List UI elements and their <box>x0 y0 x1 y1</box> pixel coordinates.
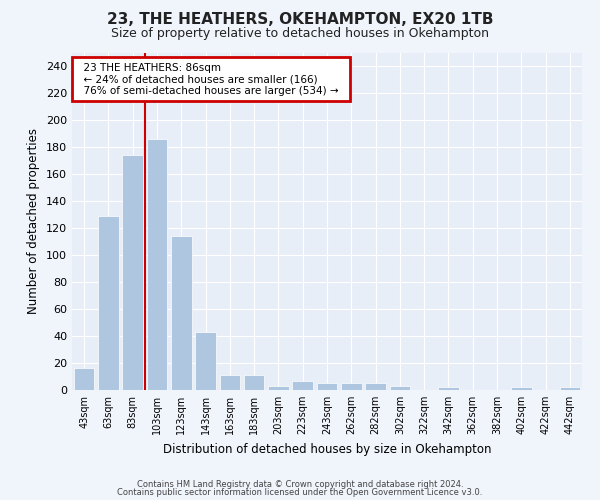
Bar <box>438 388 459 390</box>
Bar <box>220 375 240 390</box>
Bar <box>268 386 289 390</box>
Bar <box>317 383 337 390</box>
Text: 23 THE HEATHERS: 86sqm
  ← 24% of detached houses are smaller (166)
  76% of sem: 23 THE HEATHERS: 86sqm ← 24% of detached… <box>77 62 345 96</box>
Bar <box>98 216 119 390</box>
Bar <box>560 388 580 390</box>
Bar <box>74 368 94 390</box>
Bar <box>511 388 532 390</box>
Y-axis label: Number of detached properties: Number of detached properties <box>28 128 40 314</box>
Bar <box>341 383 362 390</box>
Bar <box>146 139 167 390</box>
Text: Contains public sector information licensed under the Open Government Licence v3: Contains public sector information licen… <box>118 488 482 497</box>
Text: Contains HM Land Registry data © Crown copyright and database right 2024.: Contains HM Land Registry data © Crown c… <box>137 480 463 489</box>
Bar <box>122 155 143 390</box>
Text: Size of property relative to detached houses in Okehampton: Size of property relative to detached ho… <box>111 28 489 40</box>
Bar <box>244 375 265 390</box>
Bar <box>389 386 410 390</box>
Bar <box>195 332 216 390</box>
X-axis label: Distribution of detached houses by size in Okehampton: Distribution of detached houses by size … <box>163 442 491 456</box>
Text: 23, THE HEATHERS, OKEHAMPTON, EX20 1TB: 23, THE HEATHERS, OKEHAMPTON, EX20 1TB <box>107 12 493 28</box>
Bar <box>365 383 386 390</box>
Bar <box>171 236 191 390</box>
Bar <box>292 380 313 390</box>
